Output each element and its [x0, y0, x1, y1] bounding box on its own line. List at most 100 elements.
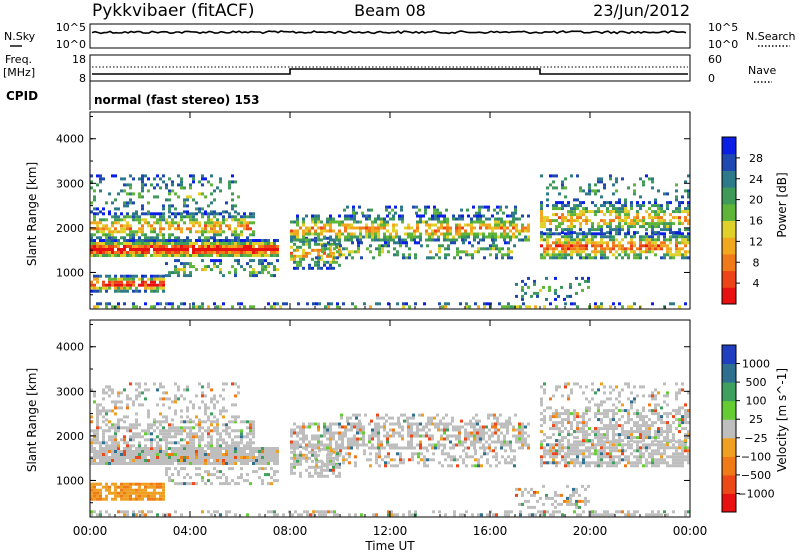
power-backscatter-cell [458, 235, 461, 239]
power-backscatter-cell [234, 268, 237, 272]
power-backscatter-cell [569, 294, 572, 298]
vel-backscatter-cell [489, 449, 492, 453]
power-backscatter-cell [96, 254, 99, 257]
power-backscatter-cell [446, 229, 449, 233]
vel-backscatter-cell [540, 418, 543, 422]
power-backscatter-cell [168, 210, 171, 214]
vel-backscatter-cell [222, 447, 225, 450]
vel-backscatter-cell [189, 459, 192, 462]
vel-backscatter-cell [153, 482, 156, 486]
power-backscatter-cell [609, 305, 612, 309]
power-backscatter-cell [207, 245, 210, 248]
power-backscatter-cell [515, 217, 518, 221]
vel-backscatter-cell [201, 400, 204, 404]
vel-backscatter-cell [588, 418, 591, 422]
power-backscatter-cell [327, 302, 330, 306]
power-backscatter-cell [264, 251, 267, 254]
vel-backscatter-cell [216, 456, 219, 459]
vel-backscatter-cell [117, 459, 120, 462]
power-backscatter-cell [338, 229, 341, 233]
vel-backscatter-cell [210, 397, 213, 401]
power-backscatter-cell [603, 201, 606, 205]
power-backscatter-cell [657, 247, 660, 251]
vel-backscatter-cell [500, 422, 503, 426]
vel-backscatter-cell [174, 426, 177, 430]
power-backscatter-cell [204, 224, 207, 228]
vel-backscatter-cell [627, 440, 630, 444]
vel-backscatter-cell [428, 437, 431, 441]
vel-backscatter-cell [150, 447, 153, 450]
power-backscatter-cell [210, 254, 213, 257]
vel-backscatter-cell [576, 443, 579, 447]
vel-backscatter-cell [308, 450, 311, 454]
power-backscatter-cell [302, 232, 305, 236]
vel-backscatter-cell [195, 450, 198, 453]
power-backscatter-cell [252, 259, 255, 263]
power-backscatter-cell [99, 174, 102, 178]
power-backscatter-cell [431, 223, 434, 227]
power-backscatter-cell [660, 241, 663, 245]
vel-backscatter-cell [308, 422, 311, 426]
power-backscatter-cell [243, 242, 246, 245]
freq-left-tick-bottom: 8 [79, 72, 86, 85]
power-backscatter-cell [264, 265, 267, 269]
power-heatmap [90, 174, 690, 309]
power-backscatter-cell [467, 223, 470, 227]
power-backscatter-cell [213, 248, 216, 251]
vel-backscatter-cell [135, 453, 138, 456]
vel-backscatter-cell [347, 428, 350, 432]
power-backscatter-cell [519, 305, 522, 309]
power-backscatter-cell [476, 235, 479, 239]
vel-backscatter-cell [258, 462, 261, 465]
power-backscatter-cell [669, 222, 672, 226]
power-backscatter-cell [165, 302, 168, 306]
vel-backscatter-cell [96, 456, 99, 459]
vel-backscatter-cell [443, 437, 446, 441]
vel-backscatter-cell [180, 482, 183, 486]
power-backscatter-cell [108, 283, 111, 287]
power-backscatter-cell [174, 268, 177, 272]
power-backscatter-cell [228, 271, 231, 275]
vel-backscatter-cell [216, 432, 219, 436]
power-backscatter-cell [555, 241, 558, 245]
vel-backscatter-cell [515, 440, 518, 444]
power-backscatter-cell [600, 219, 603, 223]
power-backscatter-cell [657, 210, 660, 214]
power-backscatter-cell [663, 232, 666, 236]
vel-backscatter-cell [350, 428, 353, 432]
power-backscatter-cell [329, 245, 332, 249]
vel-backscatter-cell [234, 420, 237, 424]
power-backscatter-cell [669, 253, 672, 257]
power-backscatter-cell [561, 247, 564, 251]
vel-backscatter-cell [407, 434, 410, 438]
power-backscatter-cell [678, 235, 681, 239]
power-backscatter-cell [657, 222, 660, 226]
power-backscatter-cell [549, 235, 552, 239]
vel-backscatter-cell [302, 446, 305, 450]
vel-backscatter-cell [174, 456, 177, 459]
power-backscatter-cell [177, 254, 180, 257]
power-backscatter-cell [687, 235, 690, 239]
power-backscatter-cell [636, 216, 639, 220]
vel-backscatter-cell [450, 458, 453, 462]
power-backscatter-cell [258, 271, 261, 275]
vel-backscatter-cell [558, 412, 561, 416]
vel-backscatter-cell [210, 450, 213, 453]
vel-backscatter-cell [120, 482, 123, 486]
vel-backscatter-cell [296, 434, 299, 438]
power-backscatter-cell [150, 283, 153, 287]
vel-backscatter-cell [255, 470, 258, 474]
vel-backscatter-cell [234, 444, 237, 448]
power-backscatter-cell [627, 225, 630, 229]
power-backscatter-cell [447, 302, 450, 306]
vel-backscatter-cell [389, 422, 392, 426]
vel-backscatter-cell [672, 458, 675, 462]
power-backscatter-cell [162, 245, 165, 248]
vel-backscatter-cell [108, 438, 111, 442]
vel-backscatter-cell [93, 459, 96, 462]
power-backscatter-cell [446, 220, 449, 224]
power-backscatter-cell [648, 201, 651, 205]
vel-backscatter-cell [406, 419, 409, 423]
vel-backscatter-cell [249, 429, 252, 433]
vel-backscatter-cell [237, 415, 240, 419]
